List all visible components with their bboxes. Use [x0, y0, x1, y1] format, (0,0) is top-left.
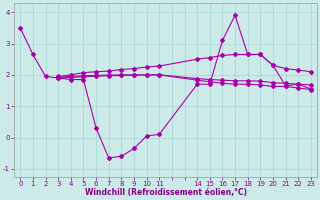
X-axis label: Windchill (Refroidissement éolien,°C): Windchill (Refroidissement éolien,°C) — [84, 188, 247, 197]
